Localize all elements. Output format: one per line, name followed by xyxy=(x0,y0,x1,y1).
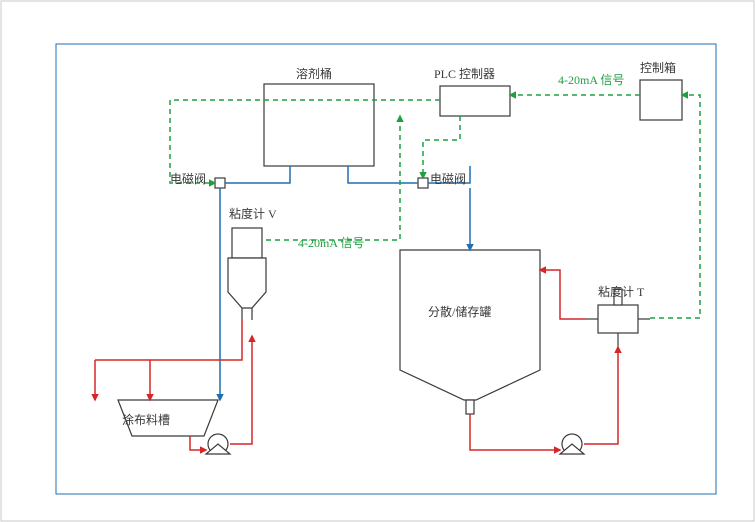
control-box xyxy=(640,80,682,120)
plc-controller xyxy=(440,86,510,116)
label-plc: PLC 控制器 xyxy=(434,67,495,81)
label-control-box: 控制箱 xyxy=(640,60,676,75)
label-signal-2: 4-20mA 信号 xyxy=(558,73,624,87)
label-tank: 分散/储存罐 xyxy=(428,304,491,319)
signal-plc-to-valve-r xyxy=(423,116,460,178)
label-solvent-barrel: 溶剂桶 xyxy=(296,66,332,81)
label-signal-1: 4-20mA 信号 xyxy=(298,236,364,250)
signal-visct-to-ctrl xyxy=(650,95,700,318)
dispersion-tank xyxy=(400,250,540,400)
solenoid-valve-left xyxy=(215,178,225,188)
fluid-trough-to-pump xyxy=(190,436,206,450)
outer-border xyxy=(1,1,754,521)
fluid-pump-to-visct xyxy=(584,347,618,444)
label-valve-left: 电磁阀 xyxy=(170,171,206,186)
solvent-barrel xyxy=(264,84,374,166)
label-viscometer-v: 粘度计 V xyxy=(229,206,277,221)
label-trough: 涂布料槽 xyxy=(122,412,170,427)
fluid-viscv-to-trough xyxy=(150,320,242,400)
solvent-line xyxy=(348,166,418,183)
label-viscometer-t: 粘度计 T xyxy=(598,284,645,299)
solvent-line xyxy=(225,166,290,183)
fluid-pump-to-viscv xyxy=(230,336,252,444)
label-valve-right: 电磁阀 xyxy=(430,171,466,186)
viscometer-t xyxy=(598,305,638,333)
fluid-visct-to-tank xyxy=(540,270,586,319)
viscometer-v-motor xyxy=(232,228,262,258)
solenoid-valve-right xyxy=(418,178,428,188)
viscometer-v-body xyxy=(228,258,266,308)
fluid-tank-to-pump xyxy=(470,414,560,450)
tank-outlet xyxy=(466,400,474,414)
